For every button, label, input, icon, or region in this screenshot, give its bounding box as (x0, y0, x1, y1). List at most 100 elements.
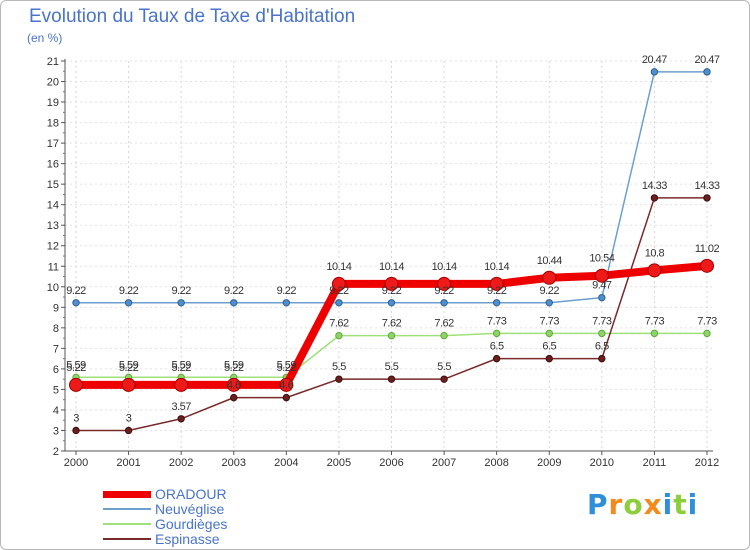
data-point-oradour (384, 276, 399, 291)
data-point-espinasse (282, 393, 291, 402)
data-label-neuvglise: 9.22 (66, 285, 86, 297)
data-point-gourdiges (650, 329, 659, 338)
data-label-espinasse: 5.5 (385, 361, 399, 373)
data-point-gourdiges (545, 329, 553, 338)
data-point-espinasse (492, 354, 501, 363)
data-point-neuvglise (492, 299, 501, 307)
y-tick-label: 3 (53, 425, 59, 437)
legend-item-neuvglise: Neuvéglise (101, 501, 321, 517)
data-label-espinasse: 3 (126, 412, 132, 424)
logo-letter: i (662, 488, 674, 521)
data-point-espinasse (230, 393, 238, 402)
legend: ORADOUR Neuvéglise Gourdièges Espinasse (101, 486, 321, 547)
legend-label: Espinasse (155, 531, 220, 547)
data-label-espinasse: 6.5 (542, 341, 556, 353)
legend-label: Neuvéglise (155, 501, 225, 517)
logo-letter: t (673, 488, 688, 521)
legend-label: Gourdièges (155, 516, 228, 532)
data-label-gourdiges: 5.59 (224, 359, 244, 371)
data-label-gourdiges: 7.73 (697, 315, 717, 327)
y-tick-label: 15 (47, 179, 59, 191)
data-point-gourdiges (440, 331, 448, 340)
data-label-oradour: 5.22 (224, 362, 244, 374)
data-label-oradour: 11.02 (695, 243, 720, 255)
data-point-oradour (594, 268, 609, 283)
proxiti-logo: Proxiti (587, 488, 698, 521)
data-label-espinasse: 5.5 (437, 361, 451, 373)
x-tick-label: 2006 (379, 457, 403, 469)
y-tick-label: 21 (47, 56, 59, 68)
data-point-neuvglise (335, 299, 343, 307)
y-tick-label: 7 (53, 343, 59, 355)
data-point-oradour (647, 263, 662, 278)
data-label-oradour: 10.14 (484, 261, 509, 273)
data-label-oradour: 10.44 (537, 255, 562, 267)
data-point-neuvglise (598, 293, 606, 302)
data-label-espinasse: 3 (73, 412, 79, 424)
data-point-neuvglise (124, 299, 133, 307)
legend-swatch (103, 508, 151, 510)
data-point-gourdiges (387, 331, 396, 340)
legend-swatch (103, 538, 151, 540)
data-point-espinasse (650, 194, 659, 202)
logo-letter: o (623, 488, 644, 521)
x-tick-label: 2000 (64, 457, 88, 469)
data-label-neuvglise: 9.22 (171, 285, 191, 297)
data-label-espinasse: 6.5 (490, 341, 504, 353)
data-point-neuvglise (703, 68, 711, 76)
data-label-neuvglise: 9.47 (592, 280, 612, 292)
data-label-neuvglise: 9.22 (487, 285, 507, 297)
data-label-espinasse: 5.5 (332, 361, 346, 373)
x-tick-label: 2008 (484, 457, 508, 469)
data-point-oradour (69, 377, 83, 392)
data-label-neuvglise: 9.22 (382, 285, 402, 297)
data-point-gourdiges (492, 329, 501, 338)
y-tick-label: 20 (47, 77, 59, 89)
y-tick-label: 2 (53, 446, 59, 458)
y-tick-label: 6 (53, 364, 59, 376)
data-label-gourdiges: 5.59 (119, 359, 139, 371)
data-point-oradour (226, 377, 241, 392)
y-tick-label: 5 (53, 384, 59, 396)
data-point-oradour (331, 276, 346, 291)
y-tick-label: 13 (47, 220, 59, 232)
data-point-neuvglise (72, 299, 80, 307)
legend-item-oradour: ORADOUR (101, 486, 321, 502)
y-tick-label: 12 (47, 241, 59, 253)
data-point-neuvglise (177, 299, 185, 307)
data-label-neuvglise: 9.22 (329, 285, 349, 297)
data-label-gourdiges: 7.73 (487, 315, 507, 327)
data-label-gourdiges: 7.73 (540, 315, 560, 327)
x-tick-label: 2001 (116, 457, 140, 469)
data-label-espinasse: 4.6 (279, 380, 293, 392)
data-label-gourdiges: 7.62 (329, 318, 349, 330)
data-label-neuvglise: 9.22 (119, 285, 139, 297)
data-point-espinasse (387, 375, 396, 383)
data-label-espinasse: 6.5 (595, 341, 609, 353)
x-tick-label: 2012 (695, 457, 719, 469)
data-label-gourdiges: 7.62 (382, 318, 402, 330)
y-tick-label: 17 (47, 138, 59, 150)
data-point-espinasse (545, 354, 553, 363)
data-point-espinasse (703, 194, 711, 202)
y-tick-label: 14 (47, 200, 59, 212)
data-point-oradour (174, 377, 189, 392)
data-label-oradour: 10.8 (645, 247, 665, 259)
y-tick-label: 18 (47, 118, 59, 130)
data-label-gourdiges: 5.59 (171, 359, 191, 371)
x-tick-label: 2002 (169, 457, 193, 469)
data-label-oradour: 10.14 (432, 261, 457, 273)
data-label-oradour: 5.22 (66, 362, 86, 374)
data-label-oradour: 10.54 (589, 253, 614, 265)
data-label-oradour: 5.22 (277, 362, 297, 374)
data-point-oradour (542, 270, 557, 285)
data-point-espinasse (124, 426, 133, 435)
y-tick-label: 8 (53, 323, 59, 335)
data-label-gourdiges: 7.73 (645, 315, 665, 327)
y-tick-label: 9 (53, 302, 59, 314)
x-tick-label: 2009 (537, 457, 561, 469)
legend-item-gourdiges: Gourdièges (101, 516, 321, 532)
data-label-espinasse: 3.57 (171, 401, 191, 413)
data-point-oradour (279, 377, 294, 392)
unit-label: (en %) (27, 31, 63, 45)
